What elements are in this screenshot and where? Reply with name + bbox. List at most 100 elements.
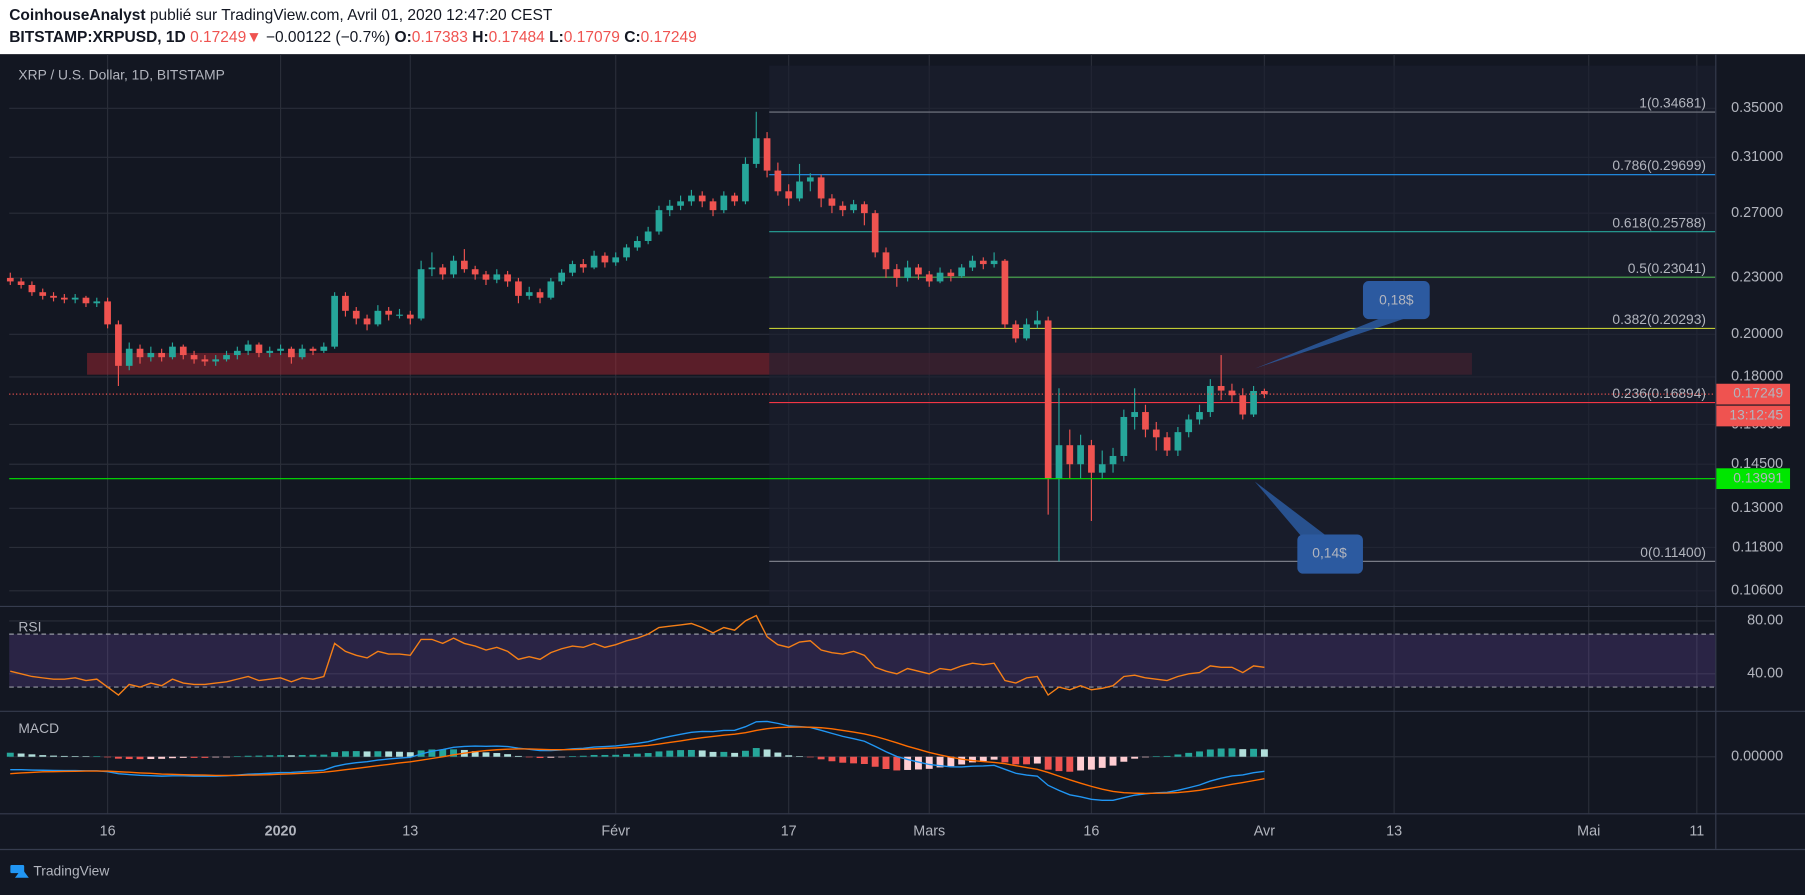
macd-histogram-bar xyxy=(1206,749,1214,757)
fib-label: 0.382(0.20293) xyxy=(1612,311,1706,327)
macd-histogram-bar xyxy=(1228,748,1236,757)
candle-body xyxy=(428,267,436,270)
candle-body xyxy=(644,231,652,242)
macd-histogram-bar xyxy=(914,756,922,770)
macd-histogram-bar xyxy=(104,756,112,758)
candle-body xyxy=(688,195,695,202)
candle-body xyxy=(320,346,328,351)
candle-body xyxy=(125,348,133,366)
macd-histogram-bar xyxy=(136,756,144,760)
candle-body xyxy=(439,267,447,275)
candle-body xyxy=(255,344,263,353)
candle-body xyxy=(471,269,479,275)
candle-body xyxy=(698,195,706,202)
candle-body xyxy=(720,195,728,211)
macd-histogram-bar xyxy=(1087,756,1095,770)
last-price: 0.17249 xyxy=(190,29,246,46)
candle-body xyxy=(1023,324,1030,339)
candle-body xyxy=(947,272,955,277)
macd-histogram-bar xyxy=(1152,756,1160,757)
candle-body xyxy=(623,247,630,258)
macd-histogram-bar xyxy=(1120,756,1128,762)
candle-body xyxy=(558,272,566,282)
macd-histogram-bar xyxy=(1185,752,1193,757)
candle-body xyxy=(1228,390,1236,396)
candle-body xyxy=(569,264,576,273)
candle-body xyxy=(1077,445,1084,465)
fib-label: 1(0.34681) xyxy=(1639,95,1706,111)
macd-histogram-bar xyxy=(374,751,382,757)
macd-histogram-bar xyxy=(990,756,998,760)
candle-body xyxy=(1033,320,1041,325)
callout-high: 0,18$ xyxy=(1254,281,1430,369)
borders xyxy=(0,54,1805,851)
x-tick-label: 2020 xyxy=(265,823,297,839)
y-tick-label: 0.23000 xyxy=(1731,270,1783,286)
axis-layer: 16 2020 13 Févr 17 Mars 16 Avr 13 Mai 11 0.35000 0.3… xyxy=(100,100,1784,839)
candle-body xyxy=(958,267,966,277)
candle-body xyxy=(417,269,425,319)
candle-body xyxy=(374,310,382,325)
change: −0.00122 (−0.7%) xyxy=(266,29,390,46)
macd-histogram-bar xyxy=(493,753,501,757)
macd-histogram-bar xyxy=(936,756,944,768)
macd-histogram-bar xyxy=(1217,748,1225,757)
logo-mark xyxy=(14,868,29,878)
macd-histogram-bar xyxy=(763,749,771,757)
macd-histogram-bar xyxy=(720,751,728,757)
y-tick-label: 0.27000 xyxy=(1731,205,1783,221)
support-badge-label: 0.13991 xyxy=(1733,469,1783,485)
x-tick-label: Mai xyxy=(1577,823,1600,839)
macd-histogram-bar xyxy=(169,756,176,759)
candle-body xyxy=(1012,324,1020,339)
macd-histogram-bar xyxy=(731,752,739,757)
macd-histogram-bar xyxy=(93,756,101,757)
macd-histogram-bar xyxy=(666,750,674,757)
candle-body xyxy=(774,170,782,192)
macd-histogram-bar xyxy=(655,751,663,757)
candle-body xyxy=(1152,429,1160,438)
candle-body xyxy=(1055,445,1063,479)
candle-body xyxy=(817,177,825,199)
candle-body xyxy=(1185,419,1193,433)
callout-text: 0,14$ xyxy=(1312,545,1347,561)
macd-histogram-bar xyxy=(579,755,587,757)
candle-body xyxy=(536,292,544,298)
macd-histogram-bar xyxy=(1250,748,1258,757)
zone-layer xyxy=(87,65,1716,605)
macd-histogram-bar xyxy=(482,752,490,757)
macd-histogram-bar xyxy=(709,751,717,757)
macd-histogram-bar xyxy=(1055,756,1063,772)
macd-histogram-bar xyxy=(309,754,317,757)
fib-label: 0.786(0.29699) xyxy=(1612,157,1706,173)
candle-body xyxy=(493,274,501,280)
header-line-2: BITSTAMP:XRPUSD, 1D 0.17249▼ −0.00122 (−… xyxy=(9,29,697,46)
candle-body xyxy=(212,359,220,362)
candle-body xyxy=(39,292,47,296)
candle-body xyxy=(742,163,749,202)
macd-histogram-bar xyxy=(882,756,890,769)
macd-histogram-bar xyxy=(114,756,122,759)
close-value: 0.17249 xyxy=(641,29,697,46)
candle-body xyxy=(1250,390,1257,415)
low-label: L: xyxy=(549,29,564,46)
callout-low: 0,14$ xyxy=(1254,481,1363,574)
indicator-layer xyxy=(6,614,1716,802)
candle-body xyxy=(915,267,922,275)
candle-body xyxy=(1261,390,1268,395)
y-tick-label: 0.20000 xyxy=(1731,326,1783,342)
macd-histogram-bar xyxy=(536,756,544,759)
candle-body xyxy=(396,314,403,316)
macd-histogram-bar xyxy=(623,754,630,757)
macd-histogram-bar xyxy=(6,752,14,757)
macd-histogram-bar xyxy=(428,749,436,757)
candle-body xyxy=(147,352,155,358)
macd-histogram-bar xyxy=(850,756,858,764)
macd-histogram-bar xyxy=(1098,756,1106,768)
rsi-label: RSI xyxy=(18,618,41,634)
macd-histogram-bar xyxy=(201,756,209,758)
candle-body xyxy=(363,318,371,325)
candle-body xyxy=(482,274,490,280)
candle-body xyxy=(893,269,901,278)
candle-body xyxy=(731,195,738,202)
